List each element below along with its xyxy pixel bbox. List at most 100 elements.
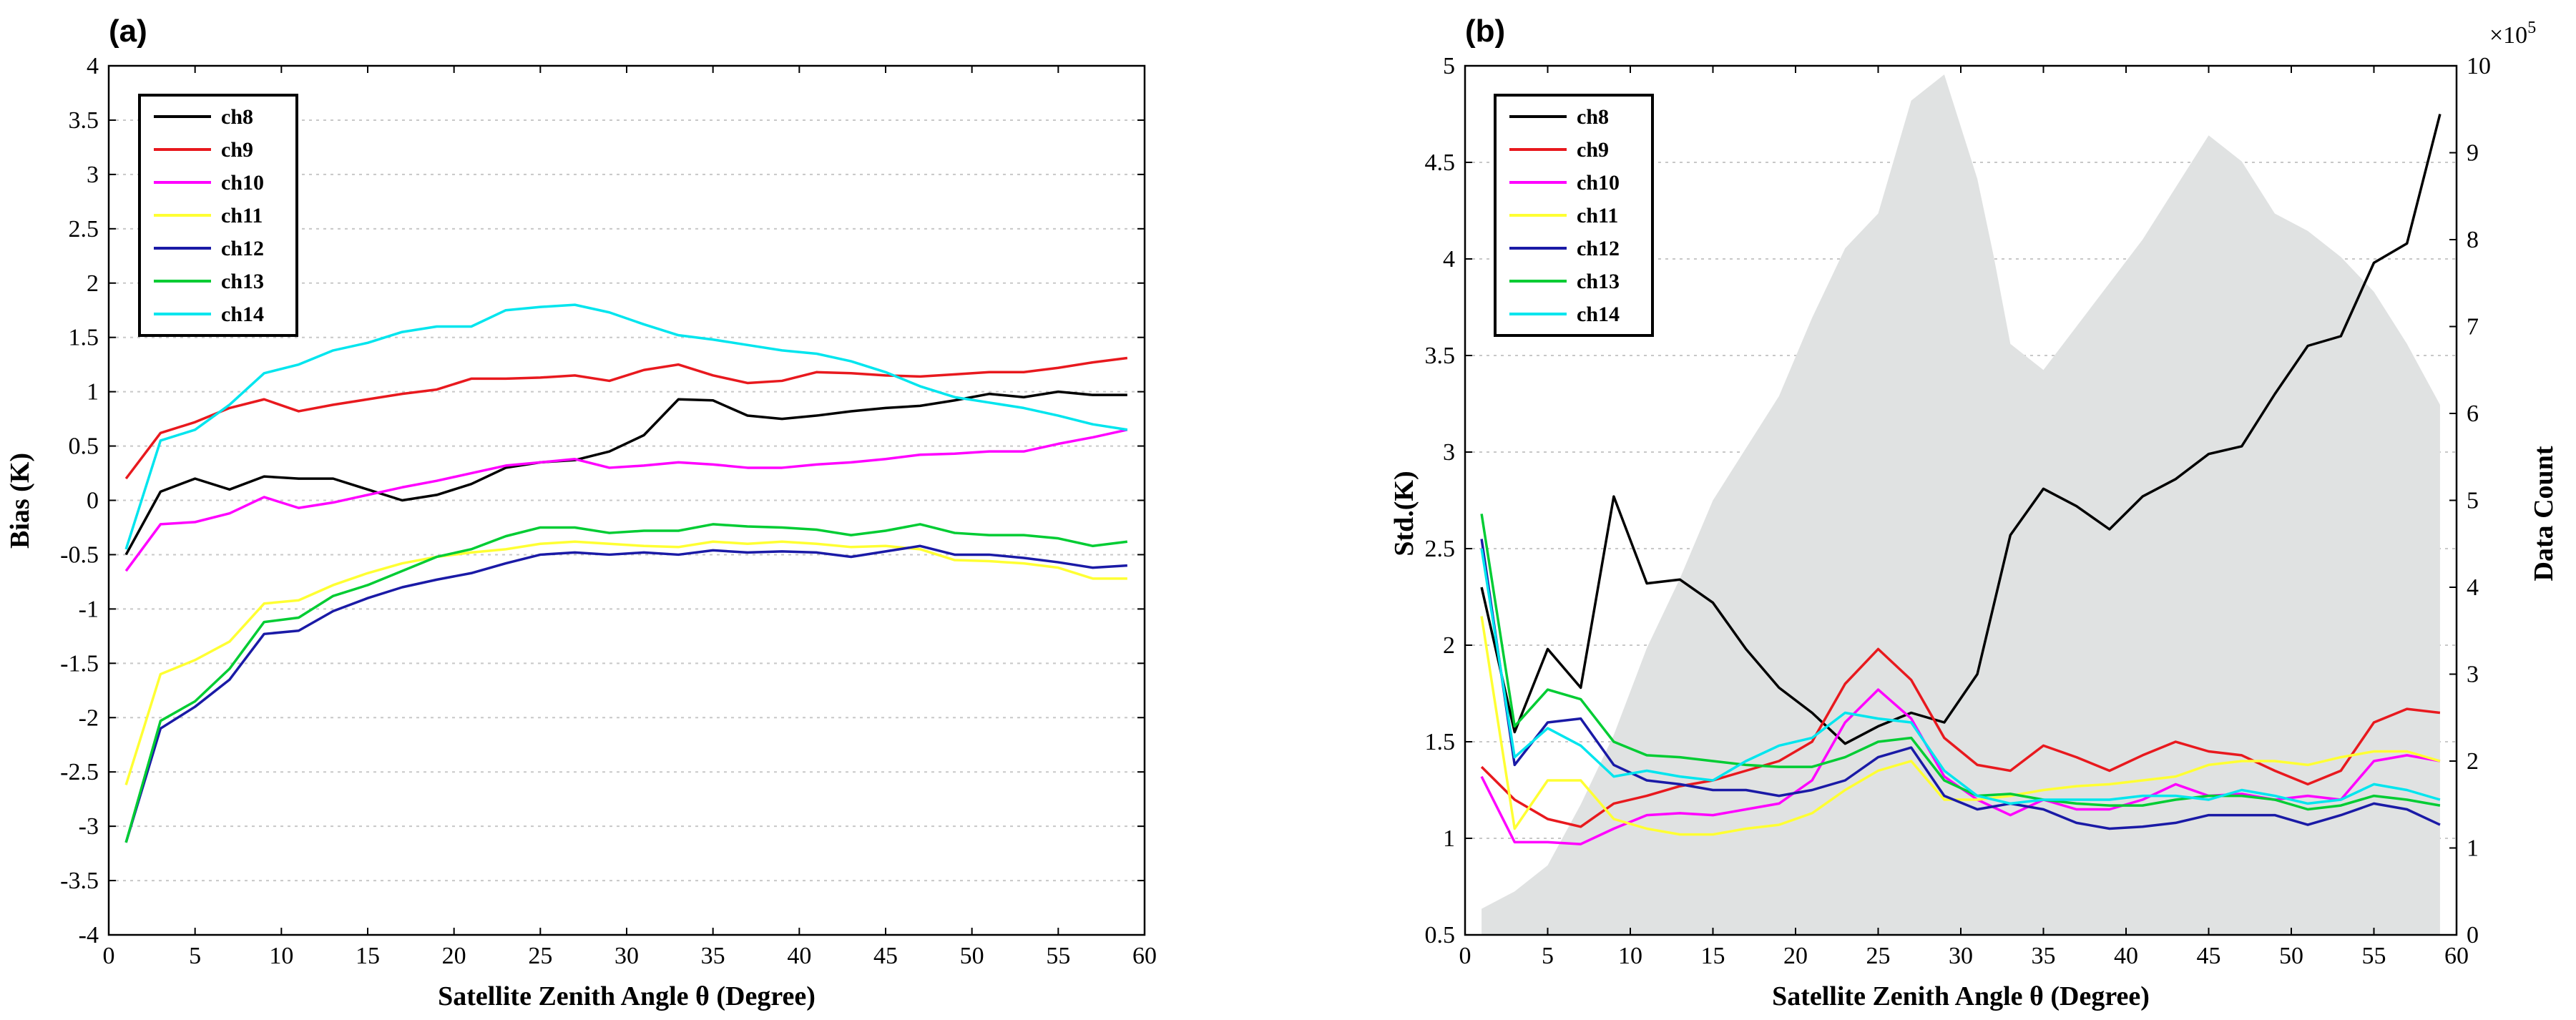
panel-a-y-axis-title: Bias (K) bbox=[5, 453, 35, 549]
y-tick-label: 5 bbox=[1443, 53, 1455, 79]
x-tick-label: 35 bbox=[2032, 943, 2056, 969]
y2-tick-label: 9 bbox=[2467, 140, 2479, 167]
panel-a-label: (a) bbox=[109, 14, 147, 49]
y-tick-label: 2.5 bbox=[69, 216, 99, 242]
y2-tick-label: 6 bbox=[2467, 401, 2479, 427]
panel-b-y2-axis-title: Data Count bbox=[2529, 446, 2559, 581]
legend-label-ch12: ch12 bbox=[221, 237, 264, 260]
legend-label-ch11: ch11 bbox=[1577, 204, 1618, 227]
y-tick-label: 2.5 bbox=[1425, 536, 1456, 562]
series-line-ch10 bbox=[124, 428, 1128, 572]
panel-b-y-ticks: 0.5 1 1.5 2 2.5 3 3.5 4 4.5 5 bbox=[1425, 53, 1472, 948]
y-tick-label: 0 bbox=[87, 488, 99, 514]
x-tick-label: 35 bbox=[701, 943, 725, 969]
panel-b-legend: ch8 ch9 ch10 ch11 ch12 ch13 ch14 bbox=[1494, 94, 1654, 337]
x-tick-label: 10 bbox=[269, 943, 293, 969]
series-line-ch9 bbox=[1480, 647, 2441, 828]
y-tick-label: 3 bbox=[87, 162, 99, 188]
y2-tick-label: 7 bbox=[2467, 314, 2479, 340]
panel-a: (a) -4 -3.5 -3 -2.5 -2 -1.5 -1 -0.5 0 0.5 1 1.5 2 2.5… bbox=[5, 14, 1157, 1011]
y2-tick-label: 8 bbox=[2467, 227, 2479, 253]
x-tick-label: 40 bbox=[2114, 943, 2138, 969]
x-tick-label: 0 bbox=[1459, 943, 1471, 969]
y-tick-label: -0.5 bbox=[60, 541, 99, 568]
legend-label-ch9: ch9 bbox=[1577, 138, 1609, 162]
x-tick-label: 20 bbox=[442, 943, 466, 969]
y-tick-label: -3.5 bbox=[60, 868, 99, 894]
legend-label-ch13: ch13 bbox=[1577, 270, 1620, 293]
panel-a-legend: ch8 ch9 ch10 ch11 ch12 ch13 ch14 bbox=[138, 94, 298, 337]
series-line-ch13 bbox=[1480, 514, 2441, 811]
x-tick-label: 20 bbox=[1783, 943, 1808, 969]
x-tick-label: 0 bbox=[103, 943, 115, 969]
y-tick-label: 1.5 bbox=[1425, 729, 1456, 755]
panel-a-y-ticks: -4 -3.5 -3 -2.5 -2 -1.5 -1 -0.5 0 0.5 1 1.5 2 2.5 3 3.5… bbox=[60, 53, 1145, 948]
legend-label-ch14: ch14 bbox=[221, 303, 264, 326]
y-tick-label: -3 bbox=[79, 813, 99, 840]
y-tick-label: 1 bbox=[87, 379, 99, 406]
legend-label-ch13: ch13 bbox=[221, 270, 264, 293]
series-line-ch8 bbox=[1480, 114, 2442, 745]
x-tick-label: 10 bbox=[1618, 943, 1642, 969]
y-tick-label: -1 bbox=[79, 596, 99, 622]
panel-b-y2-scale-label: ×105 bbox=[2489, 19, 2536, 49]
legend-label-ch8: ch8 bbox=[1577, 105, 1609, 129]
panel-a-lines bbox=[124, 303, 1128, 843]
x-tick-label: 5 bbox=[1542, 943, 1554, 969]
y-tick-label: 1 bbox=[1443, 825, 1455, 852]
x-tick-label: 45 bbox=[873, 943, 898, 969]
x-tick-label: 25 bbox=[528, 943, 552, 969]
y-tick-label: 3.5 bbox=[69, 107, 99, 134]
panel-b-y-axis-title: Std.(K) bbox=[1389, 471, 1419, 556]
y-tick-label: -2.5 bbox=[60, 759, 99, 785]
series-line-ch12 bbox=[1480, 539, 2441, 830]
x-tick-label: 40 bbox=[787, 943, 811, 969]
y2-tick-label: 10 bbox=[2467, 53, 2491, 79]
x-tick-label: 30 bbox=[1949, 943, 1973, 969]
y2-tick-label: 0 bbox=[2467, 922, 2479, 948]
x-tick-label: 30 bbox=[614, 943, 639, 969]
x-tick-label: 50 bbox=[960, 943, 984, 969]
series-line-ch8 bbox=[124, 390, 1127, 556]
x-tick-label: 15 bbox=[1701, 943, 1725, 969]
y-tick-label: 4.5 bbox=[1425, 149, 1456, 176]
y2-tick-label: 2 bbox=[2467, 748, 2479, 775]
series-line-ch11 bbox=[124, 540, 1127, 785]
y-tick-label: -2 bbox=[79, 705, 99, 731]
series-line-ch12 bbox=[124, 544, 1127, 843]
x-tick-label: 25 bbox=[1866, 943, 1891, 969]
panel-b-y2-scale-exponent: 5 bbox=[2527, 19, 2536, 37]
panel-b-label: (b) bbox=[1465, 14, 1505, 49]
panel-a-x-ticks: 0 5 10 15 20 25 30 35 40 45 50 55 60 bbox=[103, 66, 1157, 969]
y2-tick-label: 1 bbox=[2467, 835, 2479, 862]
panel-b-data-count-area bbox=[1482, 74, 2440, 935]
panel-a-x-axis-title: Satellite Zenith Angle θ (Degree) bbox=[438, 981, 816, 1011]
y-tick-label: 3 bbox=[1443, 439, 1455, 466]
legend-label-ch8: ch8 bbox=[221, 105, 253, 129]
y-tick-label: 0.5 bbox=[1425, 922, 1456, 948]
x-tick-label: 5 bbox=[189, 943, 201, 969]
y-tick-label: -4 bbox=[79, 922, 99, 948]
x-tick-label: 50 bbox=[2279, 943, 2303, 969]
series-line-ch13 bbox=[124, 523, 1128, 843]
series-line-ch9 bbox=[124, 356, 1128, 480]
x-tick-label: 60 bbox=[1132, 943, 1157, 969]
y2-tick-label: 5 bbox=[2467, 488, 2479, 514]
series-line-ch11 bbox=[1480, 616, 2441, 836]
data-count-area bbox=[1482, 74, 2440, 935]
legend-label-ch10: ch10 bbox=[221, 171, 264, 195]
legend-label-ch9: ch9 bbox=[221, 138, 253, 162]
x-tick-label: 45 bbox=[2197, 943, 2221, 969]
panel-b-x-ticks: 0 5 10 15 20 25 30 35 40 45 50 55 60 bbox=[1459, 66, 2469, 969]
y-tick-label: -1.5 bbox=[60, 650, 99, 677]
y-tick-label: 2 bbox=[87, 270, 99, 297]
y-tick-label: 0.5 bbox=[69, 433, 99, 460]
y2-tick-label: 3 bbox=[2467, 662, 2479, 688]
panel-b-y2-ticks: 0 1 2 3 4 5 6 7 8 9 10 bbox=[2449, 53, 2491, 948]
series-line-ch14 bbox=[1480, 548, 2441, 805]
series-line-ch14 bbox=[124, 303, 1128, 550]
legend-label-ch12: ch12 bbox=[1577, 237, 1620, 260]
y2-tick-label: 4 bbox=[2467, 574, 2479, 601]
